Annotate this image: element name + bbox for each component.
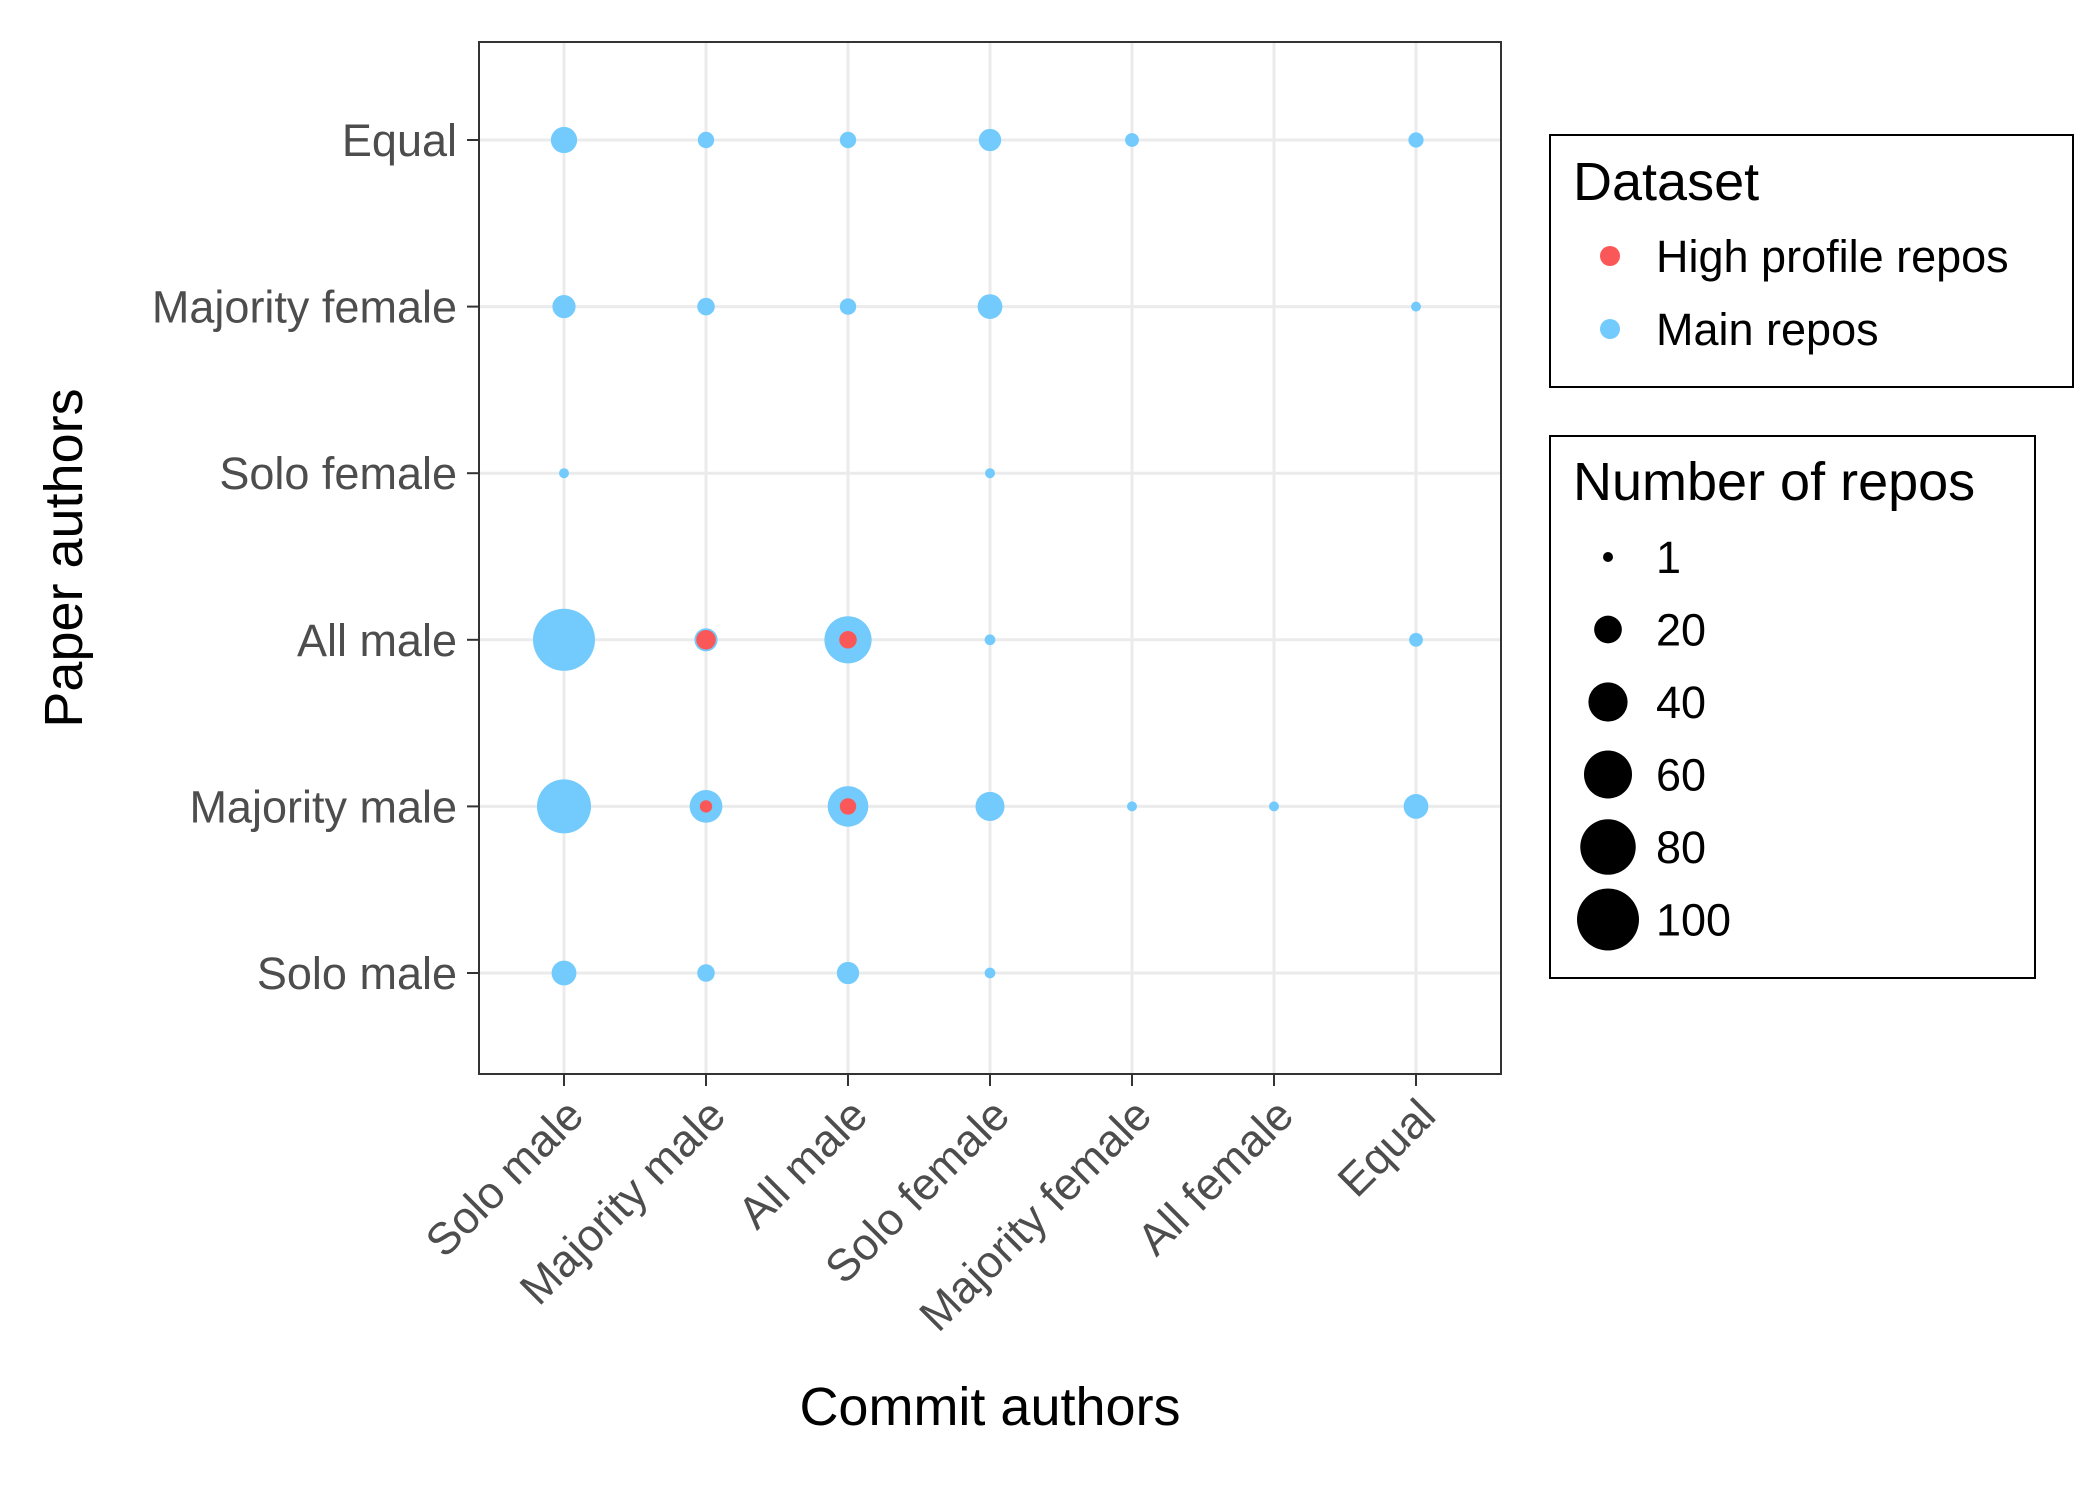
- legend-label-high-profile-repos: High profile repos: [1656, 231, 2009, 282]
- point-main-repos-solo-female-x-majority-female: [977, 294, 1003, 319]
- point-main-repos-equal-x-equal: [1408, 132, 1424, 148]
- legend-key-main-repos: [1600, 319, 1620, 339]
- dataset-legend-title: Dataset: [1573, 152, 1759, 212]
- point-main-repos-solo-male-x-equal: [550, 126, 578, 154]
- point-main-repos-solo-female-x-solo-female: [985, 468, 995, 479]
- point-main-repos-all-male-x-majority-female: [839, 298, 857, 315]
- point-high-profile-repos-majority-male-x-all-male: [696, 630, 716, 650]
- size-legend-key-60: [1583, 750, 1633, 799]
- grid-layer: [479, 42, 1501, 1074]
- dataset-legend: Dataset High profile repos Main repos: [1549, 134, 2074, 388]
- point-main-repos-majority-male-x-majority-female: [697, 297, 715, 316]
- point-main-repos-solo-male-x-all-male: [533, 608, 595, 671]
- size-legend-items: 1 20 40 60 80 100: [1577, 532, 1731, 951]
- y-tick-label-majority-female: Majority female: [152, 282, 457, 333]
- x-axis-title: Commit authors: [799, 1377, 1180, 1437]
- point-main-repos-majority-female-x-majority-male: [1127, 801, 1137, 812]
- points-layer: [533, 126, 1429, 986]
- size-legend-label-20: 20: [1656, 605, 1706, 656]
- point-main-repos-solo-female-x-solo-male: [984, 967, 996, 979]
- point-high-profile-repos-all-male-x-all-male: [839, 631, 857, 649]
- size-legend-key-80: [1580, 819, 1636, 875]
- point-main-repos-majority-male-x-equal: [697, 131, 715, 149]
- legend-key-high-profile-repos: [1600, 246, 1620, 266]
- point-high-profile-repos-majority-male-x-majority-male: [699, 800, 713, 813]
- point-main-repos-majority-female-x-equal: [1125, 133, 1139, 147]
- size-legend-label-100: 100: [1656, 895, 1731, 946]
- point-main-repos-all-male-x-equal: [839, 131, 857, 149]
- size-legend-label-60: 60: [1656, 750, 1706, 801]
- size-legend-label-1: 1: [1656, 532, 1681, 583]
- y-tick-label-equal: Equal: [342, 115, 457, 166]
- size-legend-key-20: [1594, 615, 1622, 644]
- point-main-repos-all-female-x-majority-male: [1269, 801, 1279, 812]
- legend-label-main-repos: Main repos: [1656, 304, 1879, 355]
- point-main-repos-solo-male-x-majority-male: [536, 779, 592, 834]
- point-main-repos-equal-x-majority-male: [1403, 794, 1429, 819]
- dataset-legend-box: [1549, 134, 2074, 388]
- point-main-repos-solo-female-x-majority-male: [975, 791, 1005, 821]
- size-legend-box: [1549, 435, 2036, 979]
- point-main-repos-equal-x-majority-female: [1411, 301, 1421, 312]
- point-main-repos-equal-x-all-male: [1409, 632, 1423, 647]
- size-legend-key-1: [1603, 552, 1613, 562]
- y-axis-title: Paper authors: [34, 388, 94, 727]
- x-tick-label-all-female: All female: [1127, 1089, 1303, 1265]
- ticks-layer: Solo male Majority male All male Solo femal…: [152, 115, 1445, 1341]
- y-tick-label-majority-male: Majority male: [189, 781, 457, 832]
- point-high-profile-repos-all-male-x-majority-male: [839, 798, 857, 815]
- y-tick-label-solo-male: Solo male: [257, 948, 457, 999]
- point-main-repos-solo-female-x-all-male: [984, 634, 996, 646]
- point-main-repos-solo-male-x-majority-female: [552, 295, 576, 319]
- size-legend-key-40: [1588, 682, 1628, 722]
- size-legend-label-80: 80: [1656, 822, 1706, 873]
- point-main-repos-solo-male-x-solo-male: [551, 960, 577, 986]
- size-legend-key-100: [1577, 888, 1639, 951]
- point-main-repos-all-male-x-solo-male: [836, 961, 860, 985]
- point-main-repos-solo-female-x-equal: [978, 128, 1002, 152]
- size-legend: Number of repos 1 20 40 60 80 100: [1549, 435, 2036, 979]
- point-main-repos-solo-male-x-solo-female: [559, 468, 569, 479]
- y-tick-label-all-male: All male: [297, 615, 457, 666]
- size-legend-label-40: 40: [1656, 677, 1706, 728]
- y-tick-label-solo-female: Solo female: [219, 448, 457, 499]
- x-tick-label-all-male: All male: [728, 1089, 877, 1238]
- x-tick-label-equal: Equal: [1328, 1089, 1445, 1206]
- point-main-repos-majority-male-x-solo-male: [697, 964, 715, 982]
- size-legend-title: Number of repos: [1573, 452, 1975, 512]
